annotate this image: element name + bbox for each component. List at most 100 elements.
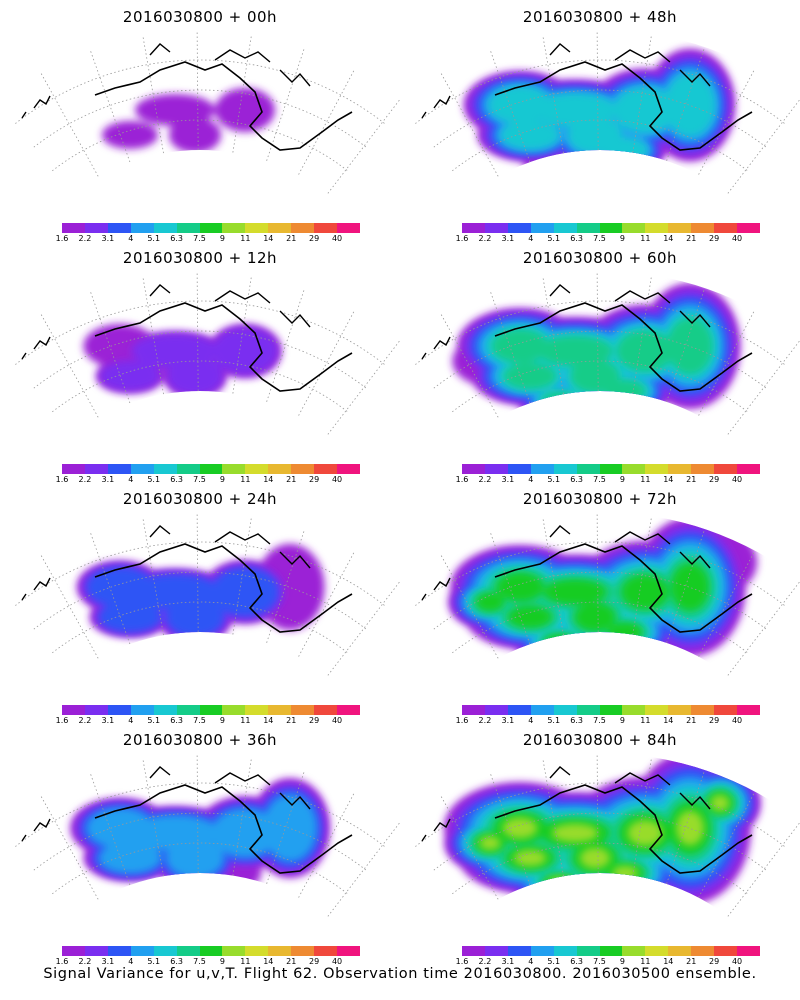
colorbar-swatch: [691, 223, 715, 233]
polar-map: [15, 753, 400, 917]
colorbar-swatch: [222, 705, 246, 715]
colorbar-tick-label: 5.1: [547, 475, 561, 484]
colorbar-tick-label: 3.1: [101, 957, 115, 966]
colorbar-tick-label: 40: [331, 957, 343, 966]
colorbar-swatch: [668, 223, 692, 233]
colorbar-tick-label: 3.1: [501, 716, 515, 725]
colorbar-tick-label: 2.2: [478, 475, 492, 484]
colorbar-swatch: [576, 705, 600, 715]
map-panel: 2016030800 + 24h 1.6 2.2 3.1 4 5.1 6.3 7.5 9 11 14…: [0, 482, 400, 727]
colorbar-ticks: 1.6 2.2 3.1 4 5.1 6.3 7.5 9 11 14 21 29 40: [56, 716, 360, 726]
colorbar-tick-label: 4: [528, 234, 534, 243]
colorbar-tick-label: 7.5: [593, 234, 606, 243]
colorbar-swatch: [268, 705, 292, 715]
colorbar-tick-label: 11: [640, 716, 651, 725]
island-marks: [21, 336, 51, 360]
colorbar-tick-label: 3.1: [101, 475, 115, 484]
colorbar-tick-label: 1.6: [55, 957, 69, 966]
variance-contour-layer: [479, 794, 730, 889]
colorbar-swatch: [314, 223, 338, 233]
colorbar-swatch: [314, 946, 338, 956]
island-marks: [21, 577, 51, 601]
colorbar-swatch: [84, 464, 108, 474]
island-marks: [21, 818, 51, 842]
colorbar-tick-label: 4: [128, 716, 134, 725]
colorbar-tick-label: 29: [309, 957, 320, 966]
colorbar-swatch: [622, 223, 646, 233]
colorbar-tick-label: 1.6: [455, 716, 469, 725]
coastline-islands: [149, 766, 311, 810]
colorbar-tick-label: 40: [731, 957, 743, 966]
colorbar-swatch: [622, 946, 646, 956]
colorbar-tick-label: 3.1: [101, 716, 115, 725]
colorbar-swatch: [668, 946, 692, 956]
colorbar-swatch: [291, 464, 315, 474]
colorbar-tick-label: 4: [128, 957, 134, 966]
colorbar-tick-label: 9: [219, 957, 225, 966]
colorbar-tick-label: 6.3: [570, 475, 583, 484]
colorbar-swatch: [84, 946, 108, 956]
colorbar-tick-label: 1.6: [55, 234, 69, 243]
coastline: [494, 784, 753, 874]
colorbar-tick-label: 40: [331, 234, 343, 243]
colorbar-swatch: [553, 223, 577, 233]
colorbar-tick-label: 21: [286, 234, 297, 243]
colorbar-swatch: [153, 946, 177, 956]
colorbar-tick-label: 2.2: [478, 716, 492, 725]
colorbar-swatch: [714, 946, 738, 956]
colorbar-swatch: [291, 705, 315, 715]
colorbar-tick-label: 9: [619, 716, 625, 725]
colorbar-swatch: [62, 705, 85, 715]
graticule: [15, 271, 400, 435]
colorbar-swatch: [484, 946, 508, 956]
colorbar-tick-label: 4: [128, 475, 134, 484]
colorbar-tick-label: 21: [286, 716, 297, 725]
colorbar-tick-label: 21: [686, 475, 697, 484]
colorbar-tick-label: 6.3: [170, 716, 183, 725]
colorbar-tick-label: 40: [331, 475, 343, 484]
colorbar-tick-label: 7.5: [593, 475, 606, 484]
colorbar-swatch: [462, 705, 485, 715]
colorbar-tick-label: 7.5: [193, 475, 206, 484]
colorbar-tick-label: 14: [263, 957, 274, 966]
colorbar-ticks: 1.6 2.2 3.1 4 5.1 6.3 7.5 9 11 14 21 29 40: [456, 475, 760, 485]
colorbar-swatch: [507, 223, 531, 233]
colorbar-swatch: [176, 223, 200, 233]
colorbar-swatch: [645, 705, 669, 715]
colorbar-swatch: [199, 223, 223, 233]
coastline: [94, 784, 353, 874]
colorbar-tick-label: 5.1: [547, 716, 561, 725]
panel-title: 2016030800 + 60h: [522, 249, 678, 267]
colorbar-swatch: [599, 464, 623, 474]
colorbar-swatch: [553, 946, 577, 956]
island-marks: [421, 818, 451, 842]
colorbar-swatch: [530, 464, 554, 474]
colorbar-swatch: [668, 705, 692, 715]
colorbar-tick-label: 2.2: [78, 716, 92, 725]
colorbar-swatch: [553, 705, 577, 715]
colorbar-ticks: 1.6 2.2 3.1 4 5.1 6.3 7.5 9 11 14 21 29 40: [56, 475, 360, 485]
colorbar-ticks: 1.6 2.2 3.1 4 5.1 6.3 7.5 9 11 14 21 29 40: [456, 234, 760, 244]
colorbar-swatch: [462, 464, 485, 474]
panel-title: 2016030800 + 36h: [122, 731, 278, 749]
island-marks: [421, 577, 451, 601]
colorbar-tick-label: 1.6: [455, 957, 469, 966]
colorbar-swatch: [714, 223, 738, 233]
colorbar-swatch: [130, 946, 154, 956]
coastline-islands: [549, 284, 711, 328]
colorbar-swatch: [599, 705, 623, 715]
colorbar-swatch: [130, 223, 154, 233]
coastline-islands: [149, 525, 311, 569]
colorbar-swatch: [314, 464, 338, 474]
colorbar-swatch: [84, 705, 108, 715]
colorbar-tick-label: 2.2: [78, 957, 92, 966]
colorbar-tick-label: 5.1: [547, 957, 561, 966]
colorbar: [462, 946, 760, 956]
colorbar-tick-label: 11: [640, 234, 651, 243]
colorbar-tick-label: 7.5: [593, 716, 606, 725]
map-panel: 2016030800 + 00h 1.6 2.2 3.1 4 5.1 6.3 7.5 9 11 14…: [0, 0, 400, 245]
colorbar-swatch: [714, 464, 738, 474]
colorbar-tick-label: 29: [709, 234, 720, 243]
colorbar-swatch: [176, 705, 200, 715]
colorbar-tick-label: 40: [731, 716, 743, 725]
